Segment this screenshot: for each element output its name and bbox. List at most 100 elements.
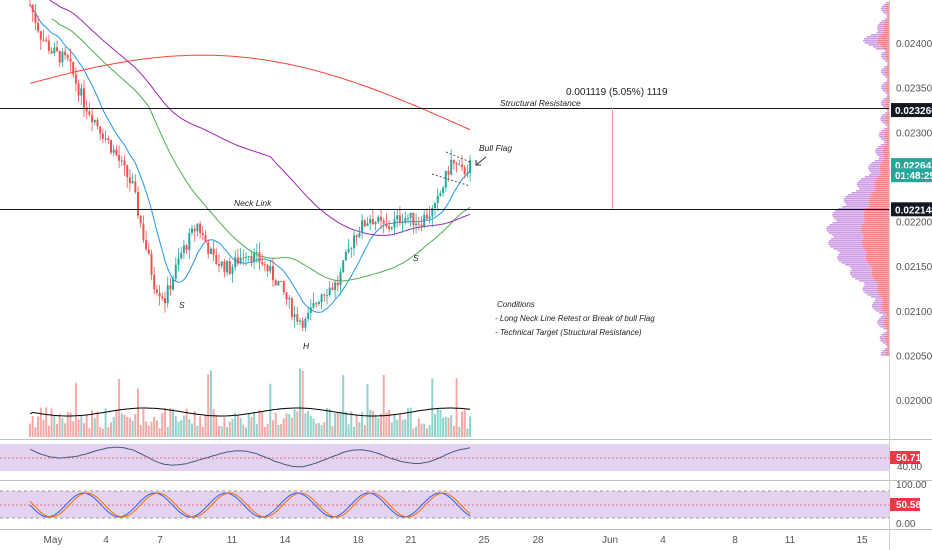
profile-bar: [887, 346, 889, 348]
profile-bar: [885, 86, 889, 88]
candle-body: [182, 245, 185, 253]
profile-bar: [881, 130, 886, 132]
profile-bar: [884, 318, 889, 320]
profile-bar: [838, 254, 867, 256]
candle-body: [301, 320, 304, 328]
profile-bar: [861, 226, 889, 228]
candle-body: [174, 264, 177, 279]
time-tick: 4: [660, 535, 666, 546]
volume-bar: [280, 424, 283, 437]
profile-bar: [882, 114, 887, 116]
profile-bar: [864, 210, 889, 212]
volume-bar: [350, 411, 353, 437]
profile-bar: [885, 112, 888, 114]
volume-bar: [290, 417, 293, 437]
volume-bar: [191, 423, 193, 437]
candle-body: [385, 223, 388, 227]
profile-bar: [884, 142, 887, 144]
candle-body: [377, 216, 380, 223]
candle-body: [461, 164, 463, 168]
volume-bar: [358, 422, 361, 437]
profile-bar: [879, 44, 889, 46]
volume-bar: [164, 408, 166, 437]
profile-bar: [885, 2, 888, 4]
profile-bar: [881, 304, 889, 306]
profile-bar: [880, 118, 886, 120]
volume-bar: [266, 423, 269, 437]
profile-bar: [875, 280, 889, 282]
profile-bar: [885, 316, 889, 318]
candles: [29, 0, 472, 332]
volume-bar: [282, 418, 285, 437]
candle-body: [355, 235, 358, 237]
candle-body: [344, 252, 347, 261]
volume-bar: [323, 421, 326, 437]
price-axis[interactable]: 0.0240000.0235000.0230000.0225000.022000…: [896, 39, 932, 407]
profile-bar: [886, 140, 889, 142]
volume-bar: [317, 422, 320, 437]
profile-bar: [881, 306, 889, 308]
volume-bar: [123, 415, 126, 437]
volume-bar: [155, 420, 158, 437]
volume-bar: [110, 422, 112, 437]
candle-body: [185, 245, 188, 250]
time-tick: 8: [732, 535, 738, 546]
stoch-value-tag: 50.58: [890, 498, 921, 511]
volume-bar: [469, 416, 472, 437]
profile-bar: [884, 336, 889, 338]
volume-bar: [380, 413, 382, 437]
candle-body: [58, 51, 61, 63]
volume-bar: [37, 416, 40, 437]
profile-bar: [879, 22, 885, 24]
profile-bar: [881, 56, 886, 58]
profile-bar: [868, 168, 880, 170]
profile-bar: [871, 272, 889, 274]
profile-bar: [888, 94, 889, 96]
profile-bar: [878, 292, 889, 294]
volume-bar: [180, 420, 183, 437]
profile-bar: [885, 88, 889, 90]
profile-bar: [886, 80, 888, 82]
candle-body: [450, 159, 453, 175]
volume-ma-line: [29, 407, 471, 417]
profile-bar: [865, 258, 889, 260]
profile-bar: [877, 286, 889, 288]
profile-bar: [885, 72, 889, 74]
profile-bar: [830, 238, 863, 240]
volume-bar: [304, 413, 307, 437]
profile-bar: [882, 314, 887, 316]
candle-body: [85, 107, 88, 112]
volume-bar: [188, 419, 191, 437]
profile-bar: [877, 30, 884, 32]
volume-bar: [145, 421, 148, 437]
profile-bar: [833, 236, 865, 238]
candle-body: [269, 266, 272, 272]
time-axis[interactable]: May 4 7 11 14 18 21 25 28 Jun 4 8 11 15: [44, 535, 868, 546]
candle-body: [439, 193, 442, 196]
candle-body: [296, 314, 299, 322]
candle-body: [342, 260, 345, 273]
bull-flag-upper[interactable]: [445, 151, 471, 163]
candle-body: [423, 214, 426, 227]
profile-bar: [857, 186, 875, 188]
profile-bar: [887, 92, 889, 94]
profile-bar: [879, 174, 889, 176]
volume-bar: [58, 414, 61, 437]
profile-bar: [886, 122, 889, 124]
bull-flag-lower[interactable]: [431, 173, 471, 187]
volume-bar: [461, 411, 463, 437]
volume-bar: [80, 416, 83, 437]
volume-bar: [120, 413, 123, 437]
conditions-title: Conditions: [497, 300, 535, 309]
volume-bar: [209, 370, 212, 437]
candle-body: [31, 4, 34, 13]
profile-bar: [862, 246, 889, 248]
candle-body: [226, 261, 229, 273]
profile-bar: [884, 18, 888, 20]
volume-bar: [263, 426, 266, 437]
profile-bar: [832, 222, 864, 224]
volume-bar: [115, 409, 118, 437]
candle-body: [401, 221, 404, 223]
